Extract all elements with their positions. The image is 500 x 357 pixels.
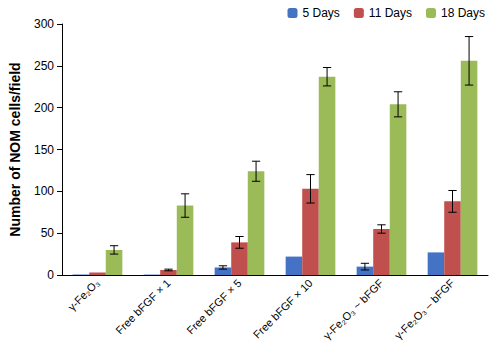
svg-text:5 Days: 5 Days [303, 6, 340, 20]
svg-text:100: 100 [34, 184, 54, 198]
svg-text:Free bFGF × 10: Free bFGF × 10 [251, 277, 315, 341]
svg-text:250: 250 [34, 59, 54, 73]
svg-text:Free bFGF × 1: Free bFGF × 1 [113, 277, 173, 337]
svg-text:Free bFGF × 5: Free bFGF × 5 [184, 277, 244, 337]
svg-text:γ-Fe₂O₃ ~ bFGF: γ-Fe₂O₃ ~ bFGF [321, 277, 386, 342]
svg-text:Number of NOM cells/field: Number of NOM cells/field [7, 62, 23, 236]
svg-text:γ-Fe₂O₃: γ-Fe₂O₃ [66, 277, 102, 313]
svg-text:200: 200 [34, 101, 54, 115]
svg-text:11 Days: 11 Days [369, 6, 412, 20]
svg-text:γ-Fe₂O₃ – bFGF: γ-Fe₂O₃ – bFGF [392, 277, 457, 342]
svg-text:18 Days: 18 Days [441, 6, 485, 20]
svg-text:0: 0 [47, 268, 54, 282]
svg-text:300: 300 [34, 17, 54, 31]
svg-text:50: 50 [41, 226, 55, 240]
svg-text:150: 150 [34, 143, 54, 157]
